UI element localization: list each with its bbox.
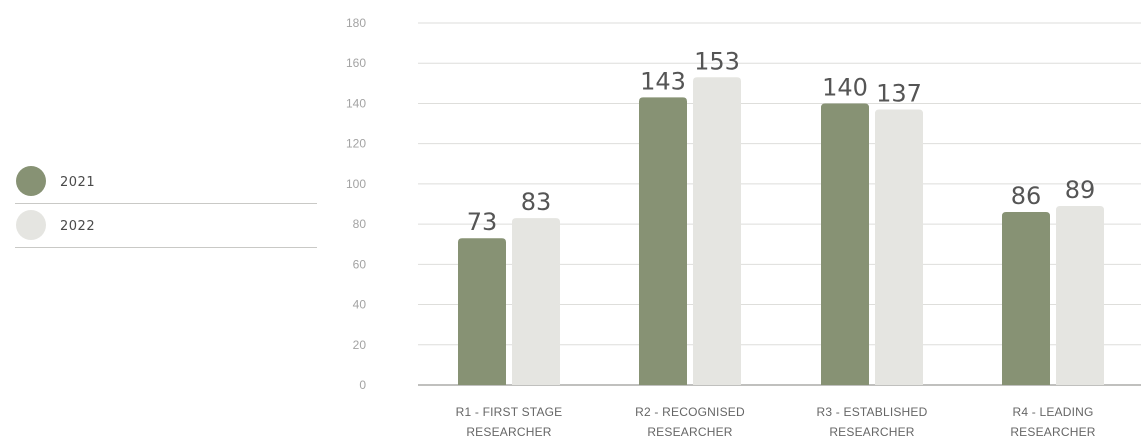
legend-item-2021: 2021	[15, 160, 317, 204]
y-tick-label: 120	[346, 137, 366, 151]
legend-item-2022: 2022	[15, 204, 317, 248]
y-tick-label: 20	[353, 338, 367, 352]
y-tick-label: 40	[353, 298, 367, 312]
y-tick-label: 80	[353, 217, 367, 231]
y-tick-label: 0	[359, 378, 366, 392]
category-label: R2 - RECOGNISED	[635, 405, 745, 419]
category-label: RESEARCHER	[647, 425, 732, 439]
legend: 2021 2022	[15, 160, 317, 248]
category-label: R3 - ESTABLISHED	[816, 405, 927, 419]
y-tick-label: 160	[346, 56, 366, 70]
legend-swatch-2021	[16, 166, 46, 196]
data-label-2022-3: 137	[876, 79, 922, 107]
category-label: RESEARCHER	[829, 425, 914, 439]
category-label: R1 - FIRST STAGE	[456, 405, 563, 419]
bar-2021-4	[1002, 212, 1050, 385]
bar-2022-2	[693, 77, 741, 386]
category-label: RESEARCHER	[1010, 425, 1095, 439]
data-label-2022-2: 153	[694, 47, 740, 75]
data-label-2022-4: 89	[1065, 176, 1096, 204]
legend-label-2022: 2022	[60, 219, 96, 234]
bar-2022-1	[512, 218, 560, 385]
legend-label-2021: 2021	[60, 175, 96, 190]
bar-2021-3	[821, 103, 869, 385]
legend-swatch-2022	[16, 210, 46, 240]
y-tick-label: 60	[353, 257, 367, 271]
data-label-2021-3: 140	[822, 73, 868, 101]
y-tick-label: 100	[346, 177, 366, 191]
data-label-2021-1: 73	[467, 208, 498, 236]
data-label-2021-4: 86	[1011, 182, 1042, 210]
bar-2021-1	[458, 238, 506, 385]
data-label-2022-1: 83	[521, 188, 552, 216]
category-label: R4 - LEADING	[1012, 405, 1093, 419]
y-tick-label: 180	[346, 16, 366, 30]
category-label: RESEARCHER	[466, 425, 551, 439]
y-tick-label: 140	[346, 96, 366, 110]
bar-2021-2	[639, 97, 687, 386]
bar-2022-3	[875, 109, 923, 385]
data-label-2021-2: 143	[640, 67, 686, 95]
bar-2022-4	[1056, 206, 1104, 385]
